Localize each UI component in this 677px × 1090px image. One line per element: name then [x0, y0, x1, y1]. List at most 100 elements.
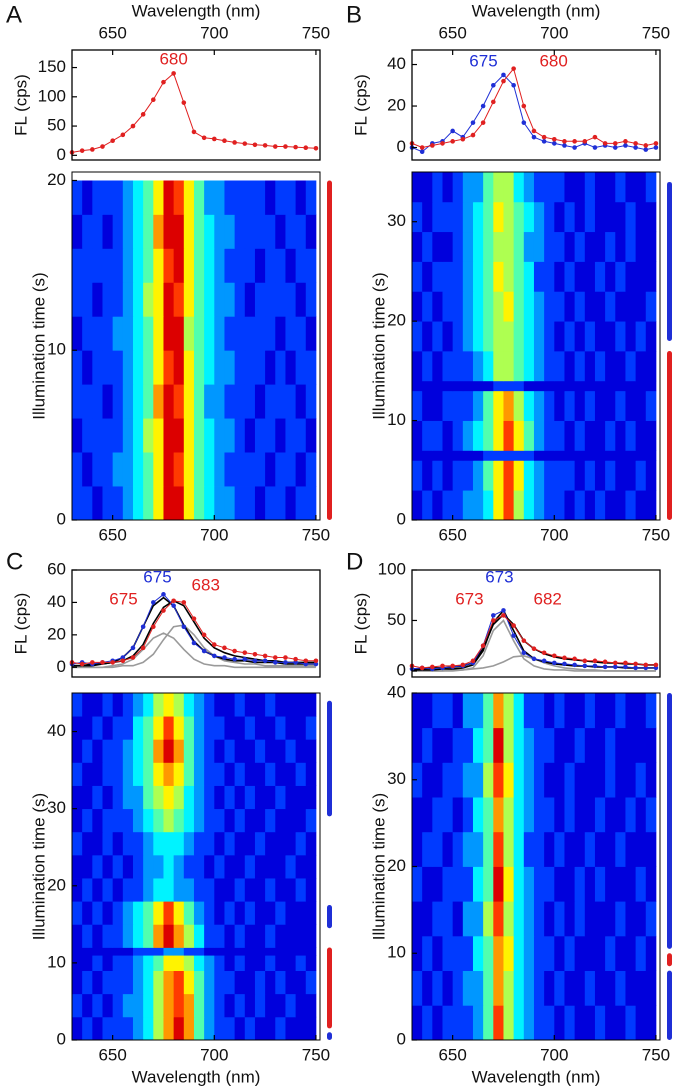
heatmap-cell: [305, 214, 317, 249]
heatmap-cell: [452, 420, 464, 451]
heatmap-cell: [442, 450, 454, 461]
heatmap-cell: [295, 762, 307, 786]
heatmap-cell: [584, 450, 596, 461]
heatmap-cell: [544, 460, 555, 491]
state-bar: [327, 1032, 332, 1040]
heatmap-cell: [523, 1005, 535, 1041]
heatmap-cell: [513, 797, 525, 833]
y-axis-label: Illumination time (s): [369, 793, 388, 940]
heatmap-cell: [82, 180, 93, 215]
peak-label: 673: [485, 567, 513, 586]
heatmap-cell: [234, 854, 246, 879]
heatmap-cell: [122, 993, 134, 1018]
data-point: [602, 659, 608, 665]
heatmap-cell: [153, 901, 164, 925]
heatmap-cell: [254, 947, 266, 956]
heatmap-cell: [513, 450, 525, 461]
heatmap-cell: [574, 935, 586, 971]
heatmap-cell: [163, 214, 175, 249]
heatmap-cell: [275, 739, 286, 763]
heatmap-cell: [122, 350, 134, 385]
heatmap-cell: [533, 970, 545, 1006]
heatmap-cell: [193, 350, 205, 385]
heatmap-cell: [483, 762, 494, 798]
heatmap-cell: [112, 947, 124, 956]
heatmap-cell: [472, 762, 484, 798]
heatmap-cell: [462, 727, 474, 763]
data-point: [623, 664, 628, 670]
heatmap-cell: [173, 762, 185, 786]
heatmap-cell: [132, 214, 144, 249]
heatmap-cell: [244, 1016, 256, 1041]
y-tick-label: 10: [47, 952, 66, 971]
heatmap-cell: [72, 739, 83, 763]
heatmap-cell: [224, 878, 236, 902]
heatmap-cell: [183, 970, 195, 995]
heatmap-cell: [224, 924, 236, 948]
heatmap-cell: [574, 291, 586, 322]
heatmap-cell: [173, 693, 185, 717]
heatmap-cell: [204, 716, 215, 740]
heatmap-cell: [554, 1005, 565, 1041]
heatmap-cell: [183, 384, 195, 419]
heatmap-cell: [305, 901, 317, 925]
heatmap-cell: [102, 901, 114, 925]
heatmap-cell: [594, 866, 606, 902]
heatmap-cell: [574, 380, 586, 392]
data-point: [120, 132, 126, 138]
plot-frame: [71, 692, 321, 1041]
heatmap-cell: [275, 1016, 286, 1041]
heatmap-cell: [615, 970, 626, 1006]
heatmap-cell: [615, 935, 626, 971]
data-point: [211, 642, 217, 647]
data-point: [110, 138, 115, 143]
heatmap-cell: [442, 291, 454, 322]
heatmap-cell: [153, 282, 164, 317]
heatmap-cell: [295, 282, 307, 317]
heatmap-cell: [254, 384, 266, 419]
heatmap-cell: [183, 452, 195, 487]
x-tick-label: 700: [200, 1045, 228, 1064]
heatmap-cell: [224, 785, 236, 810]
heatmap-cell: [305, 418, 317, 453]
heatmap-cell: [462, 291, 474, 322]
heatmap-cell: [295, 947, 307, 956]
heatmap-cell: [503, 231, 515, 262]
heatmap-cell: [635, 321, 647, 352]
heatmap-cell: [234, 180, 246, 215]
data-point: [161, 592, 166, 597]
heatmap-cell: [412, 762, 423, 798]
heatmap-cell: [92, 808, 103, 833]
y-axis-label: Illumination time (s): [29, 272, 48, 419]
heatmap-cell: [285, 282, 297, 317]
heatmap-cell: [645, 201, 657, 233]
heatmap-cell: [483, 797, 494, 833]
heatmap-cell: [163, 762, 175, 786]
heatmap-cell: [605, 350, 616, 382]
heatmap-cell: [204, 854, 215, 879]
heatmap-cell: [265, 418, 276, 453]
heatmap-cell: [254, 924, 266, 948]
panel-letter: D: [346, 548, 363, 575]
heatmap-cell: [112, 693, 124, 717]
heatmap-cell: [452, 450, 464, 461]
heatmap-cell: [143, 831, 154, 856]
heatmap-cell: [102, 452, 114, 487]
heatmap-cell: [412, 1005, 423, 1041]
heatmap-cell: [112, 282, 124, 317]
heatmap-cell: [442, 935, 454, 971]
heatmap-cell: [224, 180, 236, 215]
state-bar: [667, 350, 672, 520]
heatmap-cell: [462, 831, 474, 867]
heatmap-cell: [452, 901, 464, 937]
heatmap-cell: [254, 785, 266, 810]
y-tick-label: 30: [387, 211, 406, 230]
heatmap-cell: [132, 854, 144, 879]
heatmap-cell: [594, 693, 606, 729]
heatmap-cell: [102, 282, 114, 317]
heatmap-cell: [295, 785, 307, 810]
heatmap-cell: [412, 727, 423, 763]
heatmap-cell: [625, 291, 637, 322]
heatmap-cell: [472, 797, 484, 833]
heatmap-cell: [544, 901, 555, 937]
